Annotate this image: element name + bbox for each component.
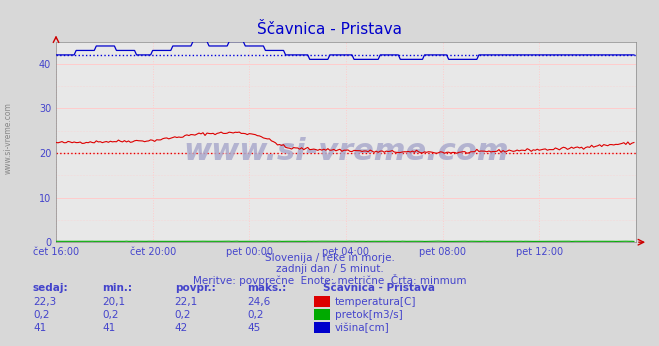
Text: 42: 42	[175, 324, 188, 334]
Text: Ščavnica - Pristava: Ščavnica - Pristava	[323, 283, 435, 293]
Text: zadnji dan / 5 minut.: zadnji dan / 5 minut.	[275, 264, 384, 274]
Text: maks.:: maks.:	[247, 283, 287, 293]
Text: 41: 41	[33, 324, 46, 334]
Text: 45: 45	[247, 324, 260, 334]
Text: Slovenija / reke in morje.: Slovenija / reke in morje.	[264, 253, 395, 263]
Text: višina[cm]: višina[cm]	[335, 323, 389, 334]
Text: 0,2: 0,2	[247, 310, 264, 320]
Text: Ščavnica - Pristava: Ščavnica - Pristava	[257, 22, 402, 37]
Text: www.si-vreme.com: www.si-vreme.com	[3, 102, 13, 174]
Text: 0,2: 0,2	[33, 310, 49, 320]
Text: sedaj:: sedaj:	[33, 283, 69, 293]
Text: 22,1: 22,1	[175, 297, 198, 307]
Text: 0,2: 0,2	[175, 310, 191, 320]
Text: povpr.:: povpr.:	[175, 283, 215, 293]
Text: 20,1: 20,1	[102, 297, 125, 307]
Text: min.:: min.:	[102, 283, 132, 293]
Text: Meritve: povprečne  Enote: metrične  Črta: minmum: Meritve: povprečne Enote: metrične Črta:…	[192, 274, 467, 286]
Text: 22,3: 22,3	[33, 297, 56, 307]
Text: 0,2: 0,2	[102, 310, 119, 320]
Text: pretok[m3/s]: pretok[m3/s]	[335, 310, 403, 320]
Text: 24,6: 24,6	[247, 297, 270, 307]
Text: temperatura[C]: temperatura[C]	[335, 297, 416, 307]
Text: 41: 41	[102, 324, 115, 334]
Text: www.si-vreme.com: www.si-vreme.com	[183, 137, 509, 166]
